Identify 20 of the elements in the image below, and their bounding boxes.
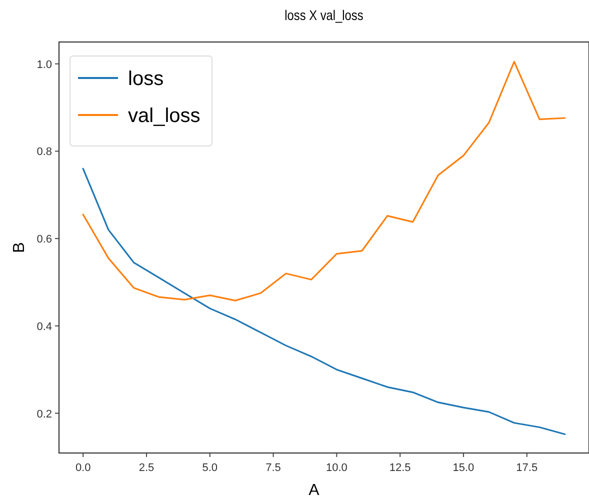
x-tick-label: 12.5 — [389, 462, 411, 474]
y-tick-label: 0.6 — [36, 234, 52, 246]
x-tick-label: 15.0 — [452, 462, 474, 474]
y-axis-title: B — [11, 242, 28, 253]
legend-label: val_loss — [128, 105, 200, 127]
x-tick-label: 17.5 — [516, 462, 538, 474]
y-tick-label: 1.0 — [36, 58, 52, 71]
x-tick-label: 5.0 — [202, 462, 218, 474]
x-tick-label: 2.5 — [138, 462, 154, 474]
x-axis-title: A — [308, 482, 320, 499]
x-tick-label: 0.0 — [75, 462, 91, 474]
line-series — [82, 60, 566, 302]
x-tick-label: 10.0 — [326, 462, 348, 474]
line-series — [82, 168, 566, 436]
x-tick-label: 7.5 — [266, 462, 281, 474]
y-tick-label: 0.8 — [36, 146, 52, 158]
y-tick-label: 0.2 — [36, 408, 52, 420]
chart-title: loss X val_loss — [284, 7, 364, 24]
legend-label: loss — [128, 68, 164, 90]
y-tick-label: 0.4 — [36, 320, 52, 333]
